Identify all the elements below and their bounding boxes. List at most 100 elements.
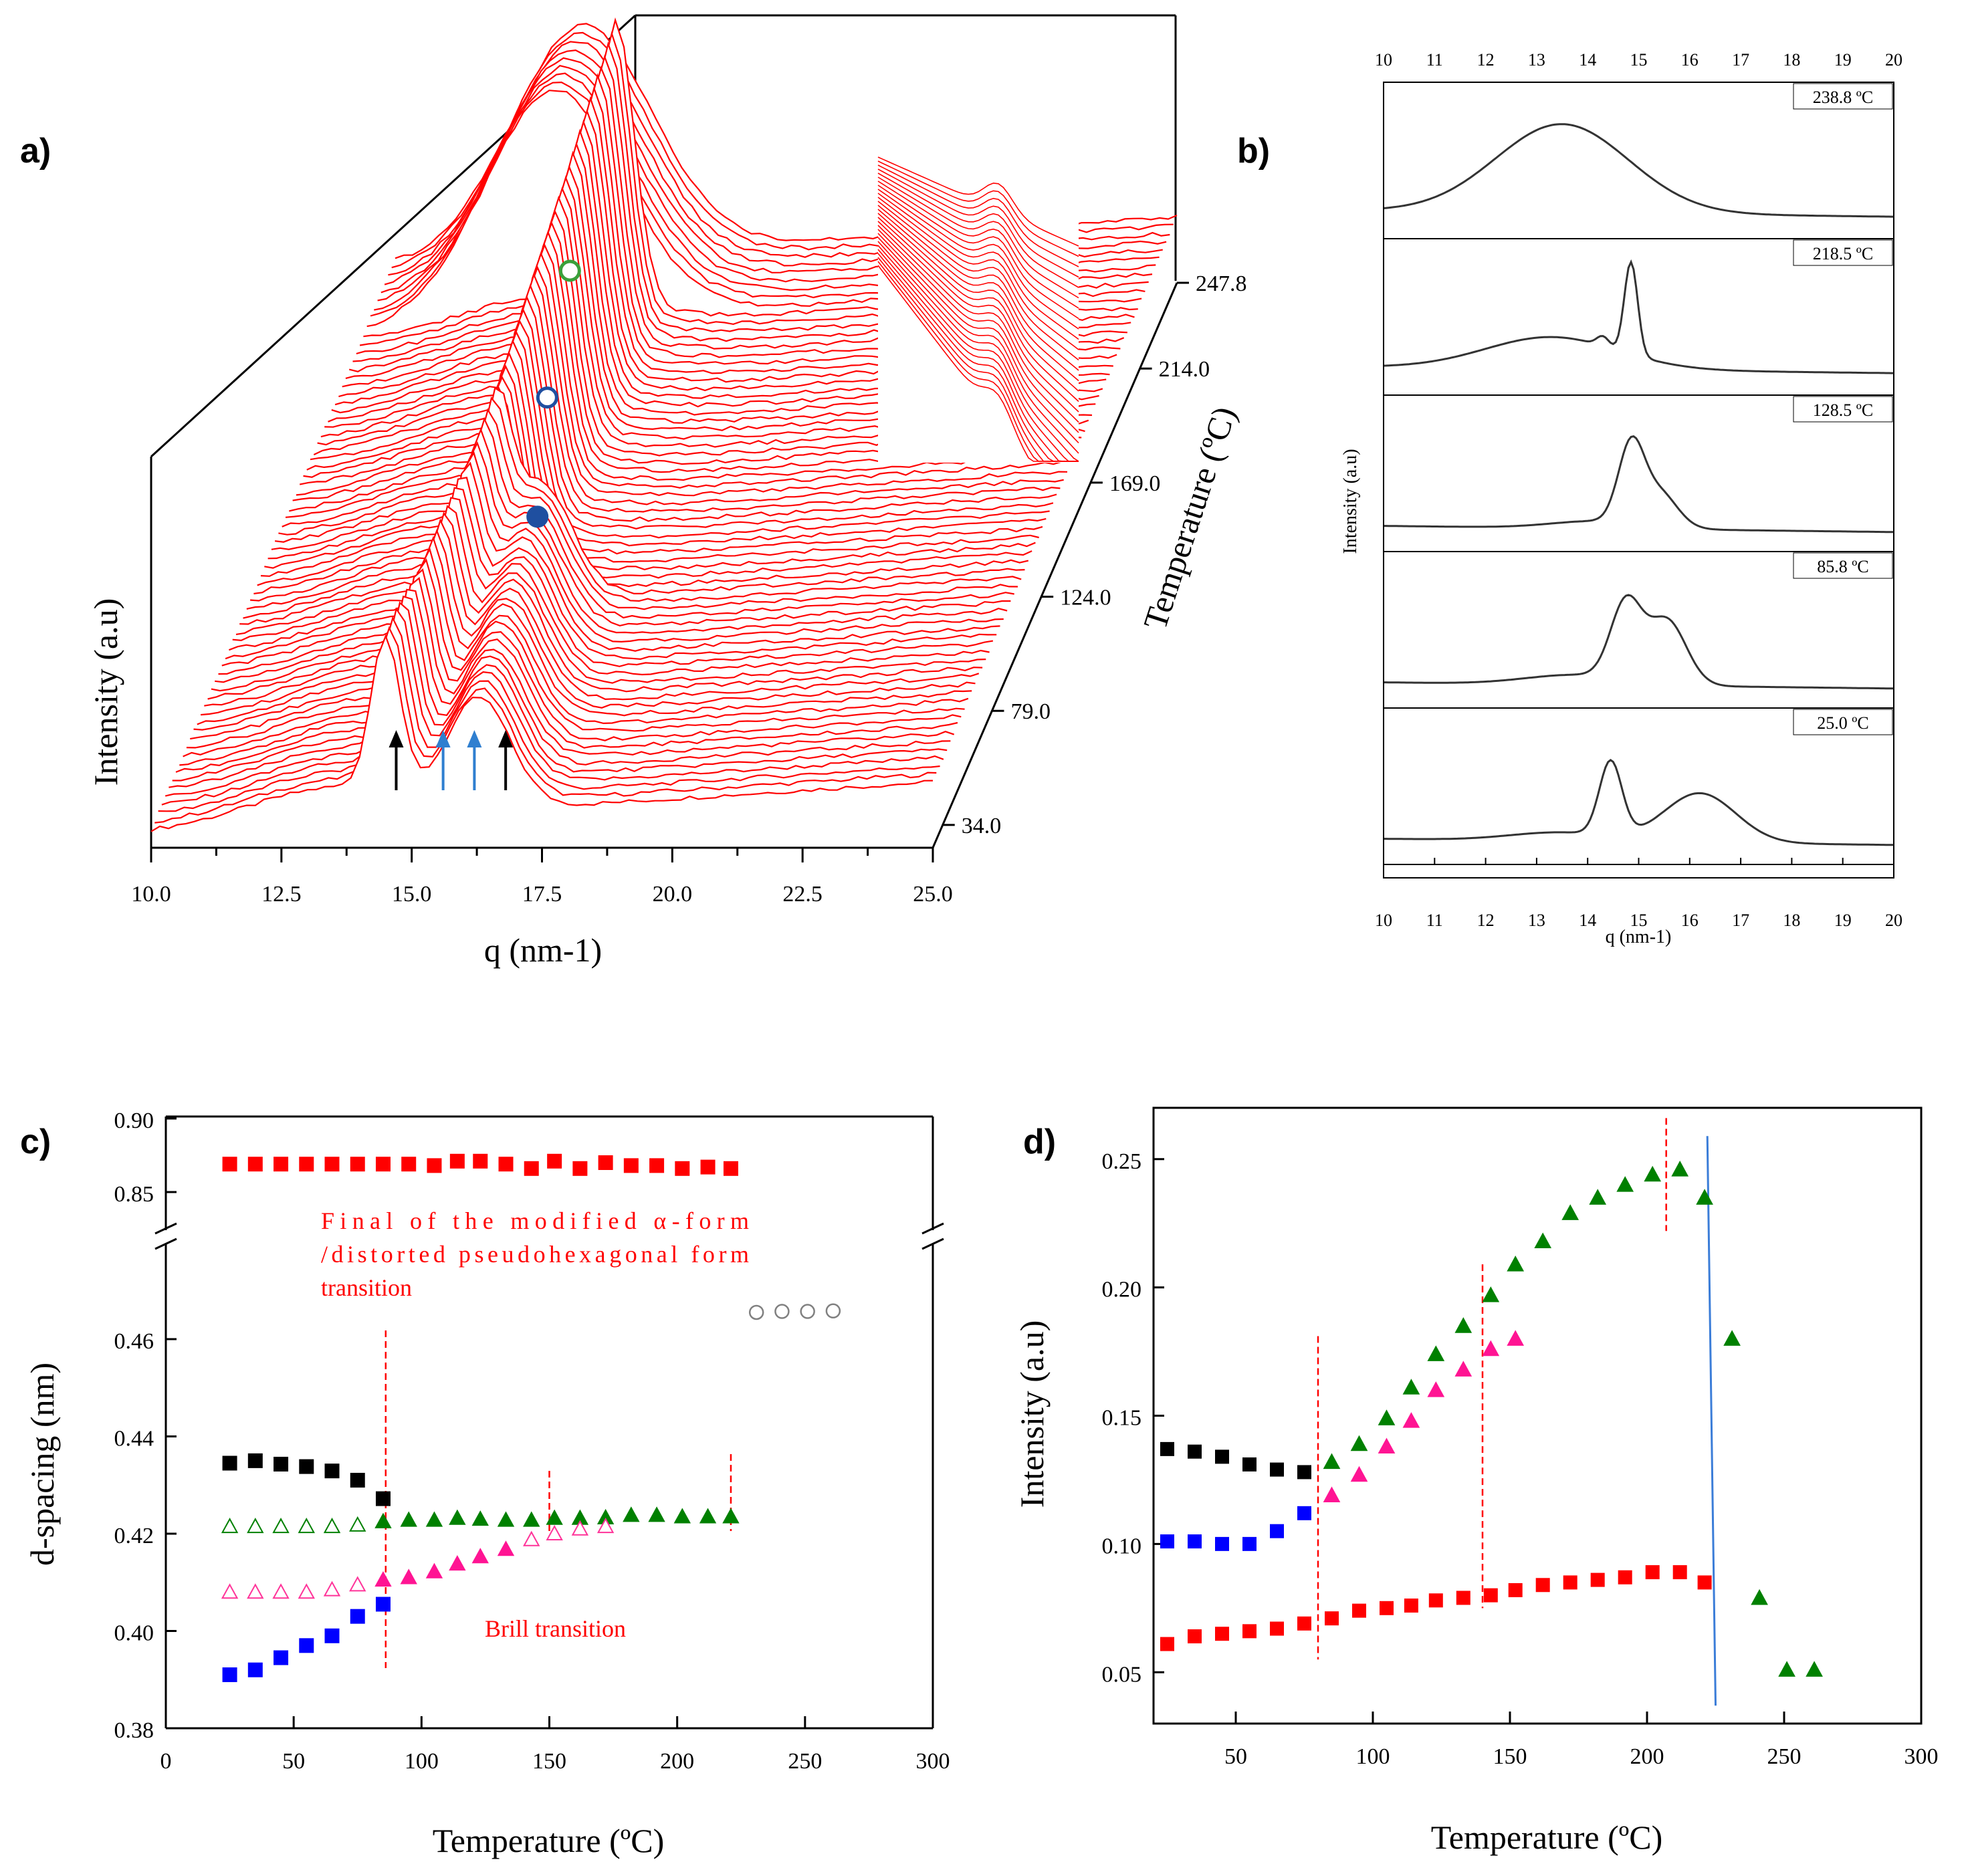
peak-arrow-head — [467, 730, 482, 747]
x-tick-label: 250 — [1767, 1744, 1802, 1769]
data-point — [374, 1571, 392, 1587]
waterfall-trace — [235, 408, 1018, 635]
panel-c-x-title: Temperature (ºC) — [433, 1822, 665, 1859]
data-point — [1270, 1462, 1284, 1477]
y-tick-label: 0.90 — [114, 1108, 154, 1133]
data-point — [1378, 1409, 1396, 1425]
panel-c-points — [221, 1153, 841, 1682]
data-point — [546, 1524, 563, 1540]
inset-trace — [877, 237, 1079, 454]
data-point — [1671, 1161, 1689, 1177]
axis-break — [154, 1222, 177, 1235]
x-tick-label: 20.0 — [653, 882, 693, 907]
waterfall-trace — [260, 339, 1043, 577]
data-point — [1215, 1449, 1229, 1464]
data-point — [1297, 1506, 1311, 1520]
data-point — [1644, 1165, 1662, 1182]
temp-label-box — [1793, 709, 1893, 735]
waterfall-trace — [175, 576, 958, 773]
panel-a-markers — [526, 259, 581, 528]
waterfall-trace — [207, 497, 990, 700]
data-point — [425, 1562, 443, 1578]
waterfall-trace — [183, 558, 965, 757]
profile-line — [1383, 123, 1894, 218]
waterfall-trace — [264, 330, 1047, 569]
x-tick-label: 150 — [532, 1749, 566, 1774]
panel-d-label: d) — [1023, 1123, 1056, 1161]
waterfall-trace — [218, 461, 1000, 675]
x-tick-label: 0 — [160, 1749, 172, 1774]
panel-b-y-title: Intensity (a.u) — [1340, 449, 1361, 554]
data-point — [1778, 1661, 1795, 1677]
peak-arrow-head — [435, 730, 451, 747]
panel-d-axes: 50 100 150 200 250 300 0.05 0.10 0.15 0.20 0.25 — [1102, 1106, 1939, 1769]
data-point — [247, 1453, 263, 1468]
top-tick-label: 10 — [1375, 50, 1392, 70]
data-point — [1325, 1611, 1339, 1626]
bottom-tick-label: 14 — [1579, 911, 1596, 930]
data-point — [825, 1303, 841, 1319]
waterfall-trace — [267, 319, 1050, 560]
data-point — [648, 1506, 665, 1522]
data-point — [1618, 1570, 1632, 1585]
waterfall-trace — [253, 364, 1036, 595]
data-point — [247, 1662, 263, 1677]
data-point — [221, 1583, 239, 1599]
data-point — [524, 1161, 539, 1176]
data-point — [298, 1583, 315, 1599]
inset-trace — [877, 213, 1079, 392]
panel-a-z-title: Temperature (ºC) — [1136, 402, 1243, 634]
data-point — [1188, 1444, 1202, 1459]
data-point — [1270, 1524, 1284, 1538]
data-point — [546, 1509, 563, 1525]
data-point — [324, 1628, 340, 1643]
data-point — [1456, 1591, 1470, 1605]
panel-a: a) 10.0 12.5 15.0 17.5 20.0 22.5 25.0 34.0 79.0… — [20, 14, 1247, 969]
top-tick-label: 14 — [1579, 50, 1596, 70]
stack-outer-frame — [1383, 82, 1894, 878]
temp-label-box — [1793, 83, 1893, 110]
data-point — [675, 1161, 690, 1176]
data-point — [623, 1158, 639, 1173]
data-point — [1482, 1340, 1500, 1357]
inset-trace — [877, 181, 1079, 309]
inset-trace — [877, 241, 1079, 462]
x-tick-label: 50 — [1224, 1744, 1247, 1769]
data-point — [1242, 1536, 1257, 1551]
waterfall-trace — [204, 505, 986, 707]
panel-b-label: b) — [1237, 132, 1270, 170]
data-point — [673, 1508, 691, 1524]
x-tick-label: 25.0 — [913, 882, 953, 907]
waterfall-trace — [257, 351, 1039, 586]
x-tick-label: 150 — [1493, 1744, 1527, 1769]
data-point — [350, 1609, 365, 1624]
waterfall-trace — [190, 536, 972, 740]
data-point — [1402, 1379, 1420, 1395]
panel-c-label: c) — [20, 1123, 51, 1161]
x-tick-label: 100 — [405, 1749, 439, 1774]
y-tick-label: 0.46 — [114, 1329, 154, 1354]
marker-circle — [558, 259, 581, 282]
y-tick-label: 0.85 — [114, 1182, 154, 1207]
data-point — [1427, 1345, 1445, 1361]
panel-b-x-title: q (nm-1) — [1606, 927, 1672, 947]
temp-tick-label: 169.0 — [1109, 471, 1161, 496]
inset-trace — [877, 197, 1079, 350]
panel-a-x-title: q (nm-1) — [484, 931, 602, 969]
plot-frame — [1152, 1106, 1923, 1725]
x-tick-label: 100 — [1356, 1744, 1390, 1769]
waterfall-trace — [161, 607, 944, 806]
data-point — [272, 1518, 290, 1534]
bottom-tick-label: 10 — [1375, 911, 1392, 930]
inset-trace — [877, 249, 1079, 462]
inset-trace — [877, 221, 1079, 413]
temp-tick-label: 247.8 — [1196, 271, 1247, 296]
annotation-final-line1: Final of the modified α-form — [321, 1207, 749, 1234]
data-point — [1589, 1189, 1607, 1205]
data-point — [449, 1555, 466, 1571]
x-tick-label: 300 — [1904, 1744, 1939, 1769]
bottom-tick-label: 19 — [1834, 911, 1852, 930]
waterfall-trace — [271, 308, 1054, 550]
data-point — [272, 1583, 290, 1599]
data-point — [1160, 1637, 1174, 1651]
